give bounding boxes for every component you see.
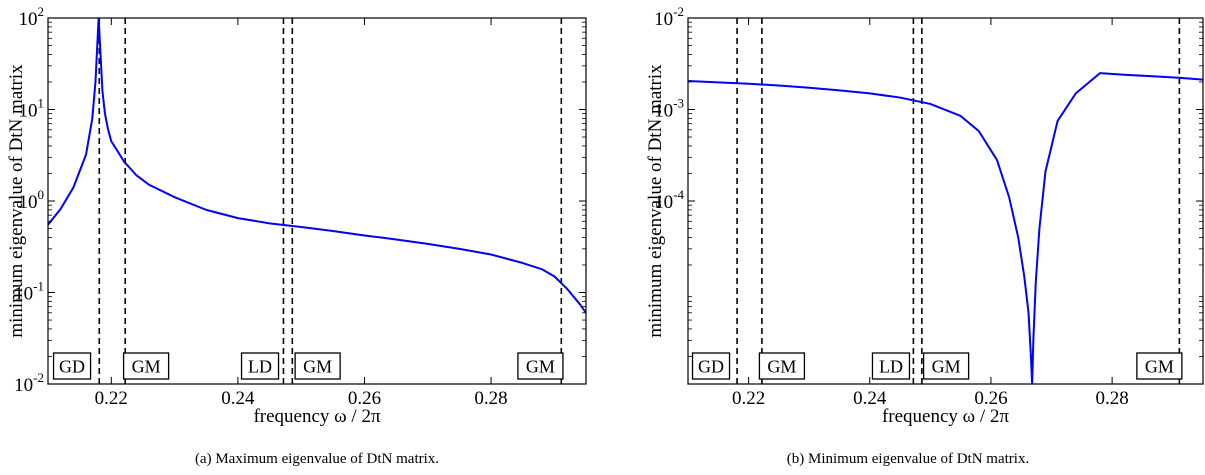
- y-tick-base: 10: [654, 192, 673, 213]
- chart-b: GD GM LD GM GM0.22 0.24 0.26 0.2810-410-310-2fr…: [645, 4, 1204, 467]
- axes-frame: [47, 17, 587, 385]
- y-tick-label: 102: [19, 4, 45, 30]
- x-tick-label: 0.24: [853, 388, 887, 409]
- y-tick-exponent: 0: [38, 187, 45, 202]
- x-tick-label: 0.22: [732, 388, 765, 409]
- band-label: GM: [303, 357, 332, 377]
- y-tick-base: 10: [19, 192, 38, 213]
- band-label: GM: [932, 357, 961, 377]
- y-tick-label: 101: [19, 96, 45, 122]
- y-tick-base: 10: [14, 375, 33, 396]
- y-tick-label: 10-4: [654, 187, 684, 213]
- band-label-box: [922, 352, 970, 380]
- band-label: GM: [767, 357, 796, 377]
- y-tick-exponent: -4: [673, 187, 684, 202]
- band-label: GM: [1145, 357, 1174, 377]
- y-tick-base: 10: [654, 101, 673, 122]
- x-tick-label: 0.28: [1095, 388, 1128, 409]
- x-tick-label: 0.26: [348, 388, 381, 409]
- band-label-box: [294, 352, 341, 380]
- band-label: LD: [248, 357, 272, 377]
- y-tick-exponent: 2: [38, 4, 45, 19]
- y-tick-base: 10: [19, 9, 38, 30]
- y-axis-label: minimum eigenvalue of DtN matrix: [645, 64, 666, 338]
- band-label-box: [691, 352, 731, 380]
- figure-caption: (a) Maximum eigenvalue of DtN matrix.: [195, 451, 439, 467]
- y-tick-exponent: -1: [33, 279, 44, 294]
- x-tick-label: 0.26: [974, 388, 1007, 409]
- band-label-box: [240, 352, 280, 380]
- data-series-line: [48, 18, 586, 314]
- band-label-box: [517, 352, 564, 380]
- band-label-box: [122, 352, 170, 380]
- y-tick-exponent: -3: [673, 96, 684, 111]
- band-label-box: [52, 352, 92, 380]
- x-axis-label: frequency ω / 2π: [253, 406, 380, 427]
- x-tick-label: 0.24: [221, 388, 255, 409]
- figure-caption: (b) Minimum eigenvalue of DtN matrix.: [787, 451, 1029, 467]
- y-tick-exponent: -2: [33, 370, 44, 385]
- y-tick-base: 10: [654, 9, 673, 30]
- band-label: LD: [879, 357, 903, 377]
- band-label: GD: [698, 357, 724, 377]
- band-label-box: [758, 352, 806, 380]
- y-tick-label: 10-2: [14, 370, 44, 396]
- band-label-box: [871, 352, 911, 380]
- y-axis-label: minimum eigenvalue of DtN matrix: [6, 64, 27, 338]
- y-tick-label: 10-2: [654, 4, 684, 30]
- chart-a: GD GM LD GM GM0.22 0.24 0.26 0.2810-210-1100101…: [6, 4, 587, 467]
- axes-frame: [687, 17, 1204, 385]
- band-label-box: [1136, 352, 1183, 380]
- band-label: GM: [132, 357, 161, 377]
- data-series-line: [688, 72, 1203, 384]
- y-tick-exponent: 1: [38, 96, 45, 111]
- y-tick-base: 10: [14, 284, 33, 305]
- band-label: GM: [526, 357, 555, 377]
- y-tick-label: 100: [19, 187, 45, 213]
- x-axis-label: frequency ω / 2π: [882, 406, 1009, 427]
- y-tick-base: 10: [19, 101, 38, 122]
- x-tick-label: 0.22: [95, 388, 128, 409]
- band-label: GD: [59, 357, 85, 377]
- x-tick-label: 0.28: [474, 388, 507, 409]
- y-tick-label: 10-1: [14, 279, 44, 305]
- y-tick-label: 10-3: [654, 96, 684, 122]
- y-tick-exponent: -2: [673, 4, 684, 19]
